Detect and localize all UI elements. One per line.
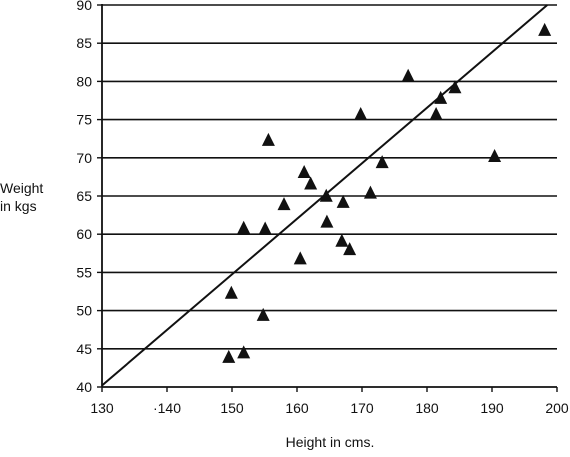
x-tick-label-5: 180: [415, 400, 439, 416]
y-tick-label-70: 70: [76, 150, 92, 166]
y-tick-label-75: 75: [76, 112, 92, 128]
x-tick-labels: 130 ·140 150 160 170 180 190 200: [90, 400, 569, 416]
y-tick-labels: 40 45 50 55 60 65 70 75 80 85 90: [76, 0, 92, 395]
y-tick-label-45: 45: [76, 341, 92, 357]
y-tick-label-80: 80: [76, 73, 92, 89]
x-axis-label: Height in cms.: [286, 434, 375, 450]
x-tick-label-1: ·140: [153, 400, 181, 416]
data-points: [222, 22, 552, 363]
grid-lines: [102, 4, 557, 350]
data-point-8: [293, 251, 307, 265]
x-tick-label-4: 170: [350, 400, 374, 416]
data-point-0: [222, 349, 236, 363]
x-tick-label-7: 200: [545, 400, 569, 416]
x-tick-label-2: 150: [220, 400, 244, 416]
data-point-21: [434, 90, 448, 104]
y-tick-label-65: 65: [76, 188, 92, 204]
data-point-5: [258, 221, 272, 235]
y-tick-label-60: 60: [76, 226, 92, 242]
y-axis-label-line-2: in kgs: [0, 198, 37, 214]
data-point-15: [343, 242, 357, 256]
data-point-13: [335, 233, 349, 247]
data-point-20: [429, 106, 443, 120]
y-tick-label-50: 50: [76, 303, 92, 319]
data-point-22: [448, 80, 462, 94]
data-point-6: [261, 132, 275, 146]
data-point-18: [375, 155, 389, 169]
data-point-1: [237, 345, 251, 359]
data-point-12: [320, 214, 334, 228]
data-point-16: [354, 106, 368, 120]
data-point-3: [256, 307, 270, 321]
data-point-2: [224, 285, 238, 299]
y-tick-label-40: 40: [76, 379, 92, 395]
data-point-4: [237, 220, 251, 234]
y-tick-label-55: 55: [76, 264, 92, 280]
data-point-11: [319, 188, 333, 202]
data-point-17: [363, 185, 377, 199]
y-tick-label-85: 85: [76, 35, 92, 51]
x-tick-label-3: 160: [285, 400, 309, 416]
y-axis-label-line-1: Weight: [0, 180, 43, 196]
y-tick-label-90: 90: [76, 0, 92, 13]
data-point-23: [488, 148, 502, 162]
data-point-14: [336, 194, 350, 208]
data-point-24: [538, 22, 552, 36]
data-point-19: [401, 68, 415, 82]
data-point-7: [277, 197, 291, 211]
x-tick-label-0: 130: [90, 400, 114, 416]
data-point-10: [304, 176, 318, 190]
x-tick-label-6: 190: [480, 400, 504, 416]
data-point-9: [297, 165, 311, 179]
axes: [97, 4, 558, 392]
